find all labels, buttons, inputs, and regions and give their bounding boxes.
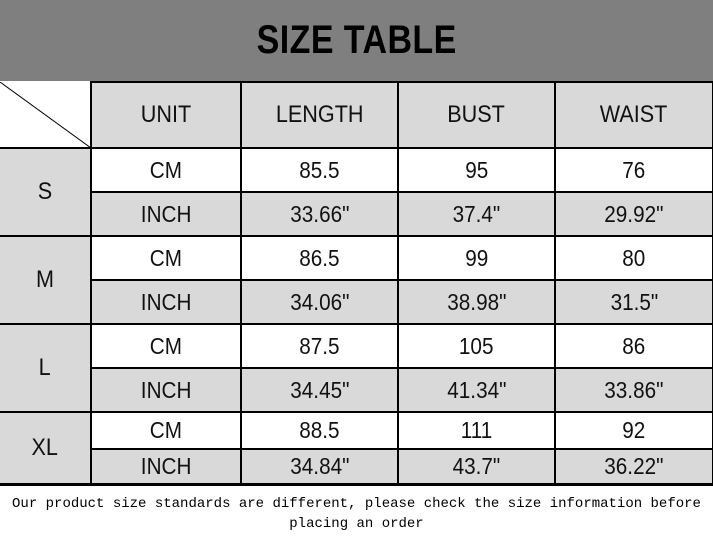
cell-bust: 95 [397, 147, 556, 193]
header-unit: UNIT [90, 81, 242, 149]
size-row-m-inch: INCH 34.06" 38.98" 31.5" [0, 279, 713, 325]
cell-length: 34.84" [240, 448, 399, 485]
cell-length: 34.45" [240, 367, 399, 413]
cell-unit: CM [90, 147, 242, 193]
cell-waist: 76 [554, 147, 713, 193]
size-label: XL [0, 411, 92, 485]
cell-bust: 99 [397, 235, 556, 281]
cell-waist: 80 [554, 235, 713, 281]
size-note: Our product size standards are different… [0, 485, 713, 556]
cell-unit: INCH [90, 367, 242, 413]
cell-length: 87.5 [240, 323, 399, 369]
cell-waist: 31.5" [554, 279, 713, 325]
header-waist: WAIST [554, 81, 713, 149]
corner-cell [0, 82, 92, 149]
cell-length: 33.66" [240, 191, 399, 237]
cell-unit: CM [90, 323, 242, 369]
header-row: UNIT LENGTH BUST WAIST [0, 81, 713, 149]
size-row-xl-cm: XL CM 88.5 111 92 [0, 411, 713, 485]
cell-length: 88.5 [240, 411, 399, 450]
cell-unit: INCH [90, 279, 242, 325]
header-length: LENGTH [240, 81, 399, 149]
page-title: SIZE TABLE [256, 18, 457, 62]
size-label: M [0, 235, 92, 325]
diagonal-line [0, 82, 91, 148]
header-bust: BUST [397, 81, 556, 149]
size-label: L [0, 323, 92, 413]
cell-length: 34.06" [240, 279, 399, 325]
cell-bust: 105 [397, 323, 556, 369]
cell-unit: INCH [90, 448, 242, 485]
size-row-s-cm: S CM 85.5 95 76 [0, 147, 713, 237]
size-table: UNIT LENGTH BUST WAIST S CM 85.5 95 76 INCH 33… [0, 81, 713, 485]
cell-bust: 38.98" [397, 279, 556, 325]
size-row-s-inch: INCH 33.66" 37.4" 29.92" [0, 191, 713, 237]
size-row-l-cm: L CM 87.5 105 86 [0, 323, 713, 413]
size-row-m-cm: M CM 86.5 99 80 [0, 235, 713, 325]
cell-bust: 41.34" [397, 367, 556, 413]
cell-waist: 86 [554, 323, 713, 369]
size-row-xl-inch: INCH 34.84" 43.7" 36.22" [0, 448, 713, 485]
cell-bust: 37.4" [397, 191, 556, 237]
cell-bust: 43.7" [397, 448, 556, 485]
cell-unit: CM [90, 235, 242, 281]
size-label: S [0, 147, 92, 237]
cell-waist: 33.86" [554, 367, 713, 413]
title-bar: SIZE TABLE [0, 0, 713, 81]
cell-waist: 92 [554, 411, 713, 450]
cell-length: 85.5 [240, 147, 399, 193]
cell-waist: 29.92" [554, 191, 713, 237]
size-row-l-inch: INCH 34.45" 41.34" 33.86" [0, 367, 713, 413]
cell-length: 86.5 [240, 235, 399, 281]
cell-unit: CM [90, 411, 242, 450]
cell-unit: INCH [90, 191, 242, 237]
cell-bust: 111 [397, 411, 556, 450]
cell-waist: 36.22" [554, 448, 713, 485]
